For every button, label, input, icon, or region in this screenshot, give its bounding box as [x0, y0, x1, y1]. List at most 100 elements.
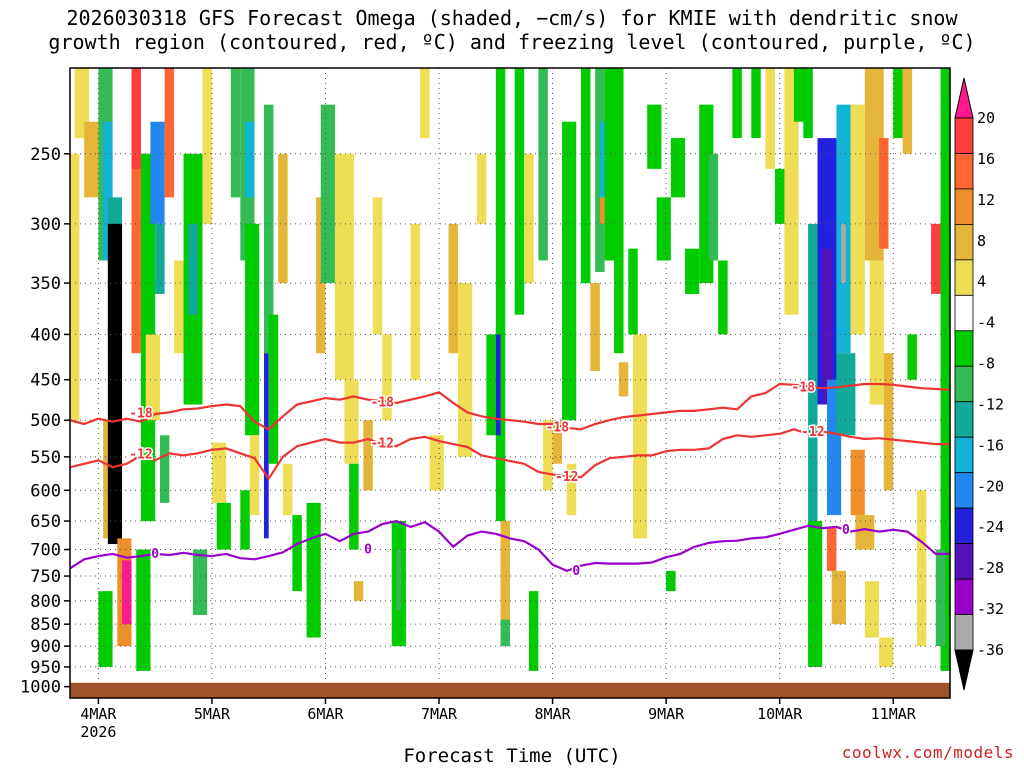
omega-shading [70, 68, 950, 671]
contour-freezing-level [70, 519, 950, 573]
omega-cell [784, 68, 799, 315]
omega-cell [372, 197, 383, 335]
omega-cell [159, 435, 170, 503]
y-tick-label: 650 [30, 512, 61, 532]
colorbar-band [954, 543, 974, 580]
y-tick-label: 600 [30, 481, 61, 501]
colorbar-label: 20 [977, 109, 995, 127]
omega-cell [363, 420, 373, 491]
omega-cell [306, 502, 321, 638]
omega-cell [122, 560, 132, 625]
omega-cell [916, 490, 927, 647]
omega-cell [500, 619, 510, 647]
colorbar-bottom-arrow [954, 649, 974, 691]
omega-cell [174, 260, 184, 354]
omega-cell [543, 420, 553, 491]
colorbar-band [954, 578, 974, 615]
omega-cell [103, 121, 113, 261]
omega-cell [230, 68, 241, 198]
colorbar-label: -8 [977, 355, 995, 373]
colorbar-band [954, 294, 974, 332]
contour-label: -12 [555, 470, 578, 485]
colorbar-label: -28 [977, 559, 1004, 577]
omega-cell [614, 68, 624, 354]
y-tick-label: 1000 [20, 678, 61, 698]
y-tick-label: 250 [30, 145, 61, 165]
x-tick-label: 8MAR [535, 705, 572, 723]
omega-cell [524, 153, 534, 284]
omega-cell [268, 314, 279, 464]
colorbar-label: -36 [977, 641, 1004, 659]
x-tick-label: 6MAR [307, 705, 344, 723]
omega-cell [732, 68, 742, 139]
site-credit[interactable]: coolwx.com/models [841, 743, 1014, 762]
y-tick-label: 500 [30, 411, 61, 431]
omega-cell [263, 104, 274, 354]
omega-cell [803, 68, 813, 139]
omega-cell [808, 521, 823, 667]
omega-cell [382, 334, 392, 421]
x-tick-sublabel: 2026 [80, 723, 116, 741]
omega-cell [931, 223, 941, 294]
omega-cell [245, 121, 255, 198]
omega-cell [514, 68, 525, 315]
omega-cell [245, 223, 260, 436]
omega-cell [349, 463, 359, 550]
omega-cell [193, 549, 208, 616]
colorbar-label: 8 [977, 232, 986, 250]
colorbar-band [954, 153, 974, 190]
omega-cell [188, 223, 198, 315]
colorbar-band [954, 365, 974, 403]
omega-cell [864, 68, 884, 261]
contour-label: 0 [364, 542, 372, 557]
omega-cell [486, 334, 496, 436]
x-axis-label: Forecast Time (UTC) [403, 745, 621, 767]
y-axis: 2503003504004505005506006507007508008509… [20, 145, 70, 698]
chart-title-line-1: 2026030318 GFS Forecast Omega (shaded, −… [66, 6, 958, 30]
y-tick-label: 800 [30, 592, 61, 612]
contour-label: -18 [546, 420, 570, 435]
omega-cell [685, 248, 700, 294]
contour-dendritic--12 [70, 428, 950, 480]
omega-cell [765, 68, 775, 169]
omega-cell [864, 581, 880, 638]
colorbar-label: -12 [977, 395, 1004, 413]
omega-cell [457, 283, 473, 457]
y-tick-label: 400 [30, 325, 61, 345]
omega-cell [656, 197, 671, 261]
colorbar-band [954, 188, 974, 225]
omega-cell [618, 362, 629, 397]
colorbar-band [954, 472, 974, 509]
omega-cell [334, 153, 354, 380]
colorbar-band [954, 614, 974, 651]
omega-cell [822, 248, 832, 405]
omega-cell [448, 223, 458, 354]
colorbar-band [954, 223, 974, 261]
omega-cell [155, 223, 165, 294]
omega-cell [836, 353, 856, 436]
omega-cell [150, 121, 165, 224]
y-tick-label: 700 [30, 541, 61, 561]
omega-cell [841, 223, 846, 284]
omega-cell [940, 68, 950, 671]
y-tick-label: 750 [30, 567, 61, 587]
colorbar-label: 12 [977, 191, 995, 209]
omega-cell [850, 104, 865, 335]
colorbar-band [954, 330, 974, 367]
omega-cell [831, 570, 846, 625]
omega-cell [666, 570, 676, 592]
omega-cell [476, 153, 487, 224]
colorbar-label: -24 [977, 518, 1004, 536]
omega-cell [70, 153, 80, 421]
x-tick-label: 7MAR [421, 705, 458, 723]
contour-label: -18 [129, 406, 153, 421]
omega-cell [410, 223, 421, 380]
colorbar-top-arrow [954, 77, 974, 119]
omega-cell [495, 68, 506, 522]
omega-cell [883, 353, 894, 491]
below-ground-area [70, 682, 950, 698]
omega-cell [131, 68, 141, 169]
x-axis: 4MAR 5MAR 6MAR 7MAR 8MAR 9MAR 10MAR 11MAR 2026 [80, 698, 917, 741]
omega-cell [278, 153, 288, 284]
colorbar-band [954, 401, 974, 438]
